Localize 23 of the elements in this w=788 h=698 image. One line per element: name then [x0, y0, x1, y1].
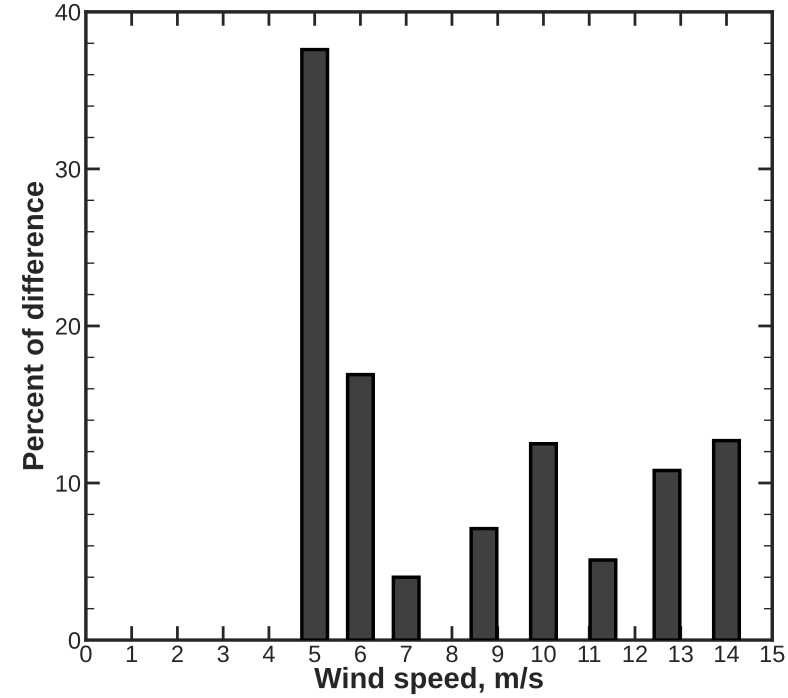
x-tick-label: 3 [217, 646, 229, 662]
x-tick-label: 6 [355, 646, 366, 662]
x-tick-label: 15 [760, 646, 784, 662]
x-tick-label: 1 [126, 646, 138, 662]
x-tick-label: 9 [492, 646, 504, 662]
x-axis-title: Wind speed, m/s [314, 666, 543, 694]
x-tick-label: 2 [172, 646, 183, 662]
x-tick-label: 14 [715, 646, 739, 662]
y-tick-label: 20 [56, 318, 80, 335]
x-tick-label: 11 [578, 646, 600, 662]
y-axis-title: Percent of difference [22, 182, 44, 470]
x-tick-label: 4 [262, 646, 275, 662]
x-tick-label: 7 [400, 646, 412, 662]
x-tick-label: 13 [669, 646, 693, 662]
x-tick-label: 5 [309, 646, 320, 662]
x-tick-label: 8 [446, 646, 458, 662]
x-tick-label: 10 [532, 646, 556, 662]
y-tick-label: 10 [56, 475, 80, 492]
x-tick-label: 12 [624, 646, 647, 662]
y-tick-label: 40 [55, 4, 80, 21]
x-tick-label: 0 [80, 646, 92, 662]
y-tick-label: 30 [56, 160, 80, 178]
y-tick-label: 0 [68, 632, 80, 649]
